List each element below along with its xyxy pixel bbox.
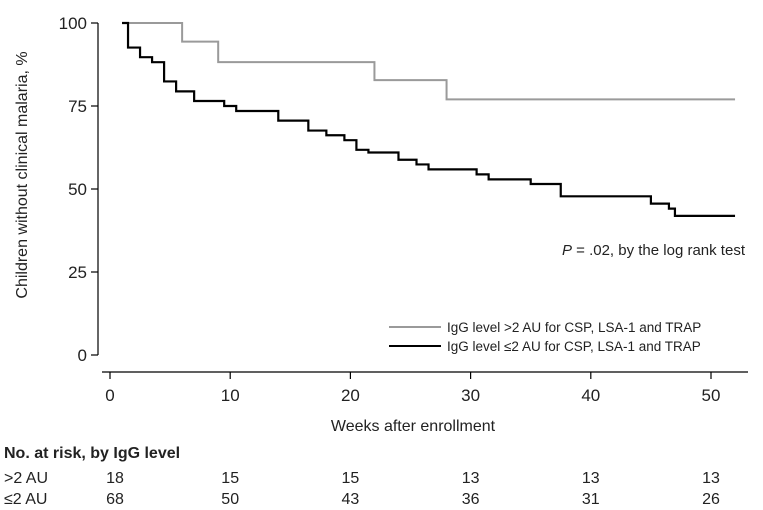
- y-tick-label: 25: [68, 263, 87, 282]
- x-tick-label: 50: [702, 386, 721, 405]
- risk-cell: 68: [106, 491, 124, 508]
- risk-cell: 13: [582, 470, 600, 487]
- risk-table-title: No. at risk, by IgG level: [4, 445, 180, 462]
- legend: IgG level >2 AU for CSP, LSA-1 and TRAP I…: [389, 320, 701, 354]
- axes: 0 25 50 75 100 0 10 20 30 40 50: [59, 14, 748, 405]
- risk-cell: 13: [702, 470, 720, 487]
- x-tick-label: 40: [581, 386, 600, 405]
- y-tick-label: 0: [78, 346, 87, 365]
- risk-cell: 50: [221, 491, 239, 508]
- risk-cell: 26: [702, 491, 720, 508]
- legend-label: IgG level >2 AU for CSP, LSA-1 and TRAP: [447, 320, 701, 335]
- risk-table: >2 AU 18 15 15 13 13 13 ≤2 AU 68 50 43 36 31 26: [4, 470, 720, 508]
- risk-row-label: ≤2 AU: [4, 491, 47, 508]
- x-tick-label: 10: [221, 386, 240, 405]
- risk-cell: 43: [342, 491, 360, 508]
- y-tick-label: 75: [68, 97, 87, 116]
- series-line-low-igg: [122, 21, 736, 217]
- series-layer: [122, 21, 736, 217]
- risk-row-label: >2 AU: [4, 470, 48, 487]
- p-value-annotation: P = .02, by the log rank test: [562, 242, 746, 259]
- risk-cell: 36: [462, 491, 480, 508]
- x-tick-label: 20: [341, 386, 360, 405]
- y-tick-label: 100: [59, 14, 87, 33]
- x-tick-label: 30: [461, 386, 480, 405]
- risk-cell: 13: [462, 470, 480, 487]
- x-tick-label: 0: [105, 386, 114, 405]
- x-axis-title: Weeks after enrollment: [331, 418, 496, 435]
- risk-cell: 31: [582, 491, 600, 508]
- risk-cell: 15: [342, 470, 360, 487]
- risk-cell: 15: [221, 470, 239, 487]
- y-axis-title: Children without clinical malaria, %: [14, 51, 31, 298]
- y-tick-label: 50: [68, 180, 87, 199]
- series-line-high-igg: [122, 22, 736, 101]
- legend-label: IgG level ≤2 AU for CSP, LSA-1 and TRAP: [447, 339, 701, 354]
- risk-cell: 18: [106, 470, 124, 487]
